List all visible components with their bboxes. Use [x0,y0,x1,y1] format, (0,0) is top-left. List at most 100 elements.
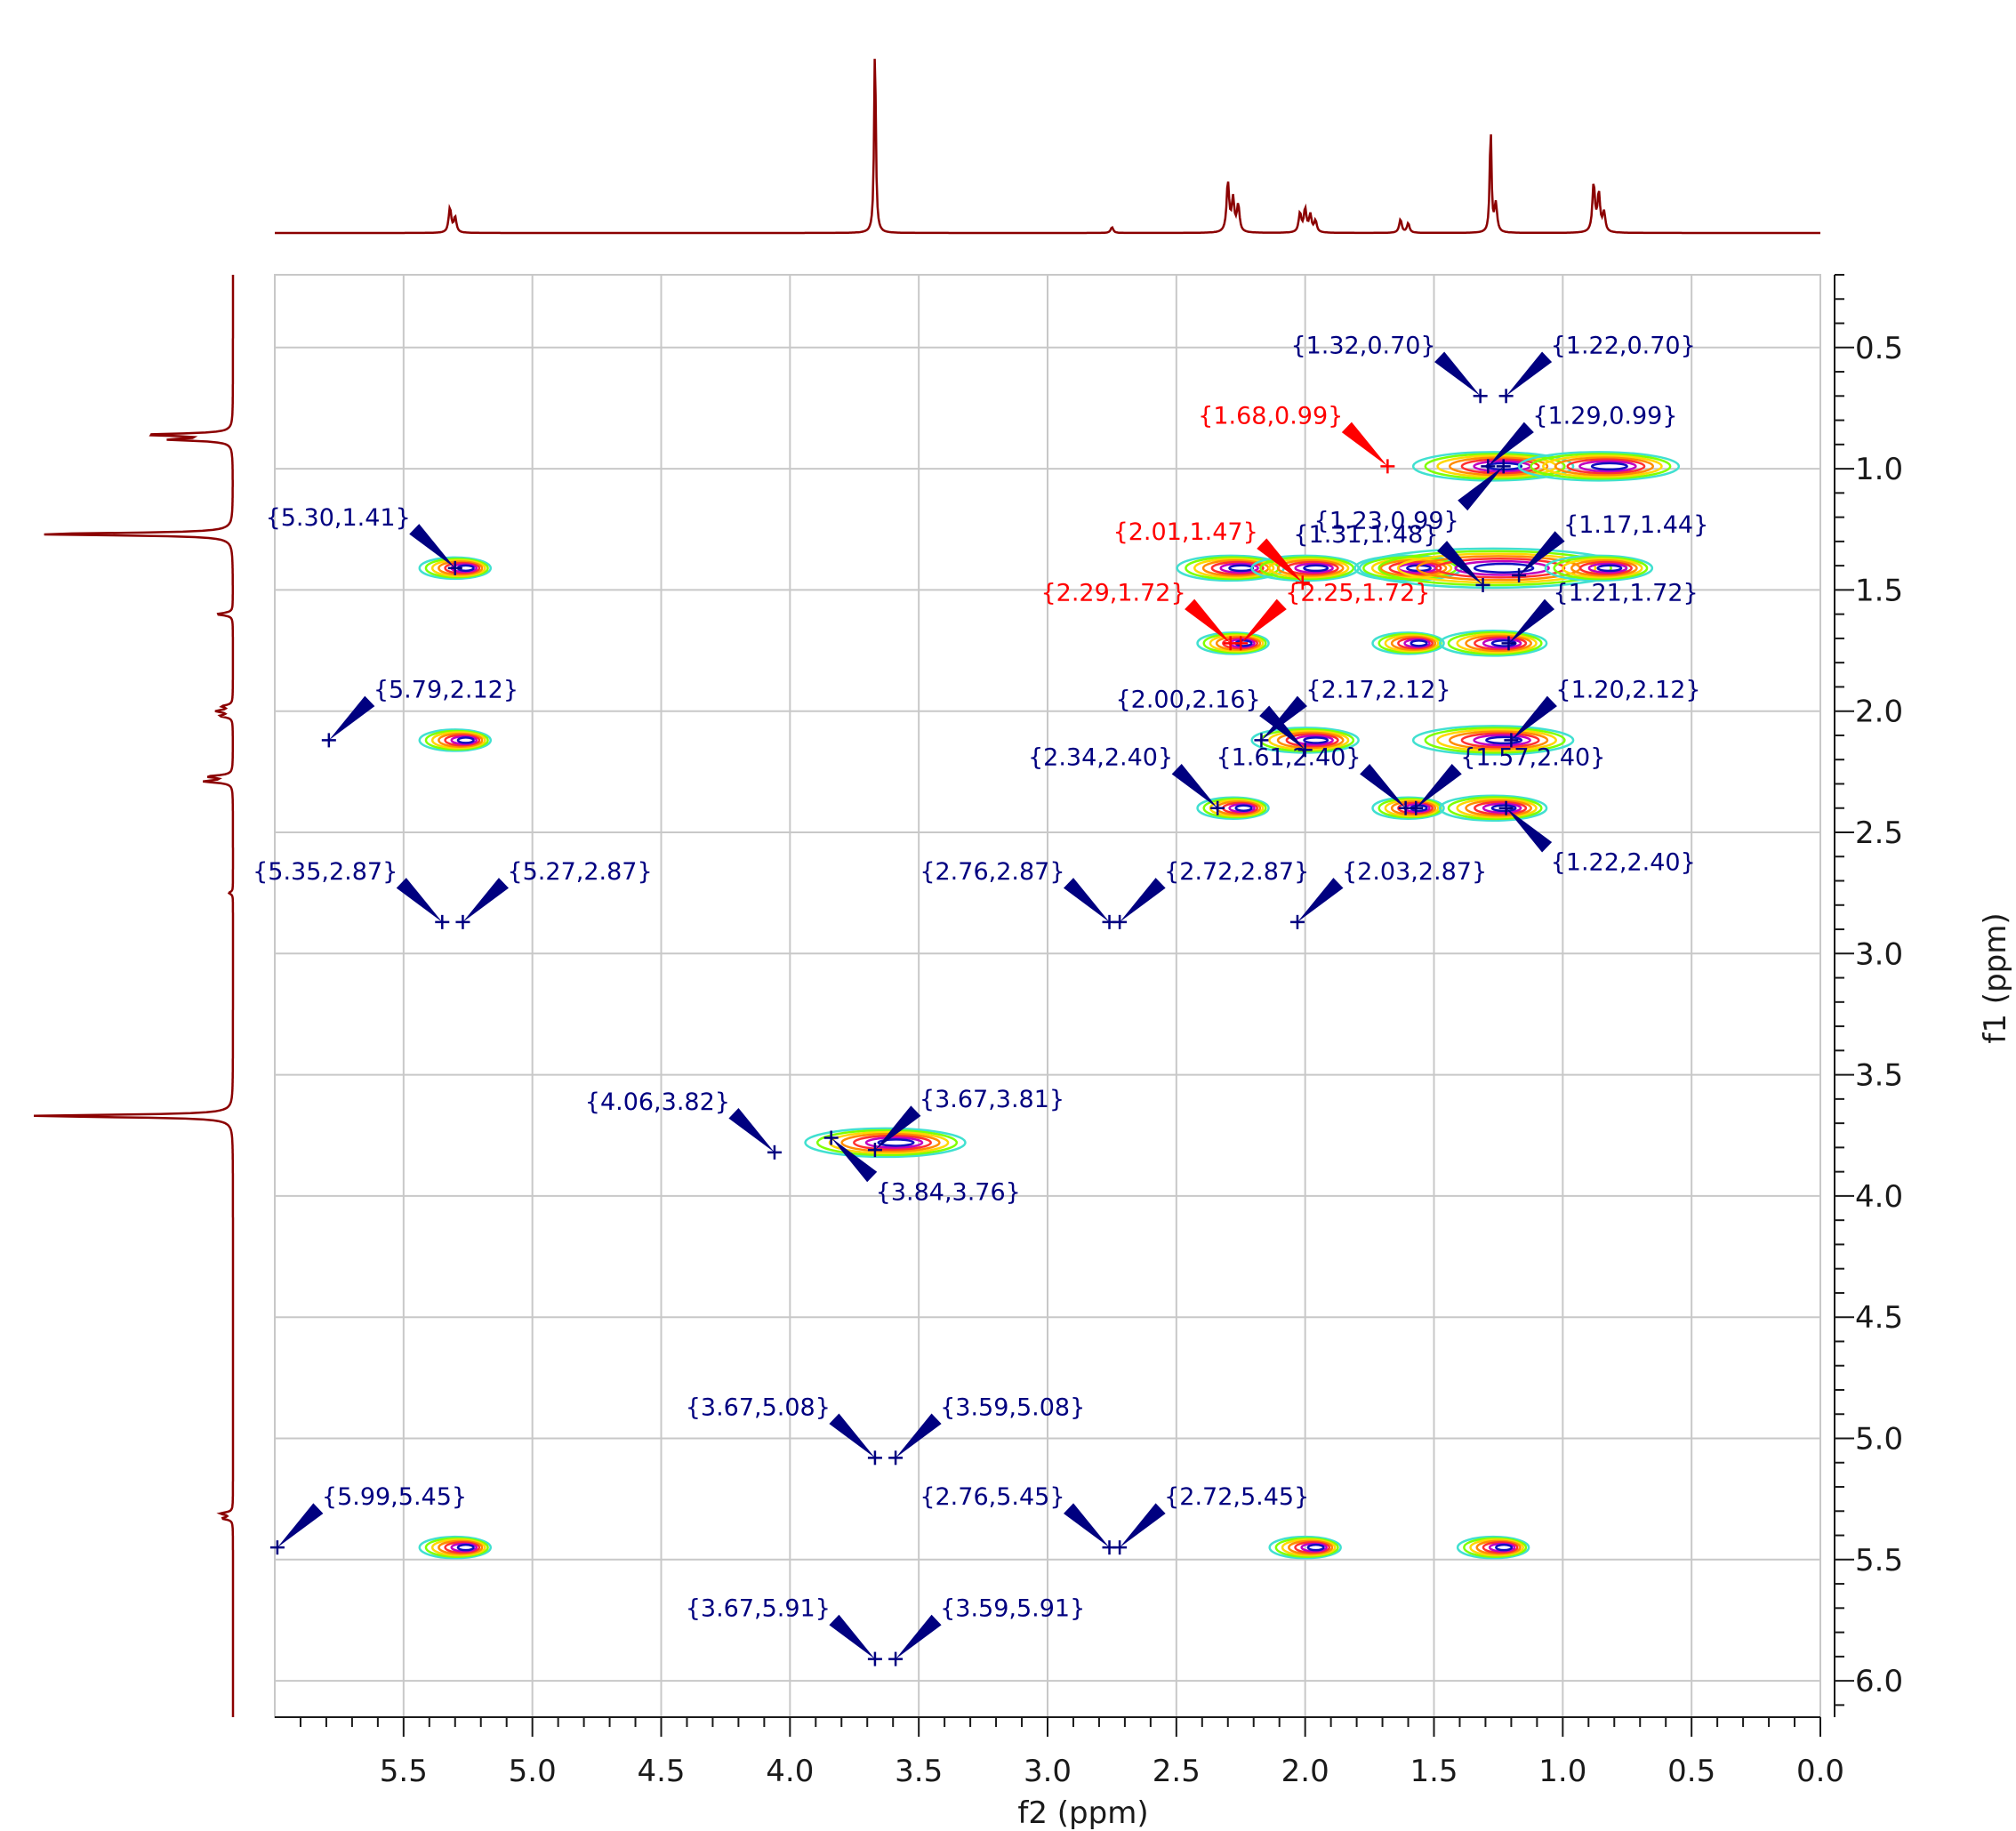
peak-arrow [409,524,455,568]
x-tick-label: 3.5 [895,1754,943,1789]
y-tick-label: 6.0 [1855,1664,1903,1699]
peak-arrow [1257,538,1303,583]
contour-ring [444,734,481,747]
contour-ring [1268,558,1350,579]
peak-arrow [829,1614,875,1659]
contour-ring [1303,564,1329,573]
peak-label: {1.23,0.99} [1314,507,1459,534]
contour-ring [456,736,475,744]
contour-ring [1463,1537,1528,1558]
contour-ring [1434,558,1566,579]
y-tick-label: 5.0 [1855,1422,1903,1458]
peak-label: {4.06,3.82} [585,1088,730,1116]
peak-arrow [829,1413,875,1458]
peak-label: {1.31,1.48} [1293,521,1438,549]
contour-ring [1553,556,1649,581]
contour-ring [1438,630,1548,657]
contour-ring [430,1538,486,1557]
contour-ring [1384,799,1440,817]
contour-ring [1424,453,1566,480]
peak-arrow [1261,695,1307,741]
x-tick-label: 2.5 [1153,1754,1201,1789]
y-tick-label: 3.5 [1855,1058,1903,1094]
peak-arrow [1185,598,1231,644]
contour-ring [1460,732,1540,749]
contour-ring [438,560,484,576]
contour-ring [1473,734,1531,747]
contour-ring [1193,558,1275,579]
contour-ring [1215,635,1262,651]
contour-ring [456,1543,475,1552]
peak-arrow [1063,1503,1110,1548]
contour-ring [1210,560,1265,575]
contour-ring [1202,798,1267,819]
x-tick-label: 3.0 [1024,1754,1072,1789]
contour-ring [430,558,486,577]
contour-ring [1209,634,1265,653]
contour-ring [1276,731,1345,750]
contour-ring [1460,458,1540,475]
y-tick-label: 3.0 [1855,936,1903,972]
contour-ring [1456,798,1538,819]
contour-ring [1390,800,1437,816]
peak-label: {1.29,0.99} [1532,402,1677,430]
contour-ring [1281,1538,1337,1557]
contour-ring [1542,454,1663,478]
contour-ring [1475,1539,1522,1555]
contour-ring [1448,730,1549,751]
contour-ring [1530,453,1672,480]
contour-ring [1388,560,1442,575]
contour-ring [438,732,484,748]
y-axis-title: f1 (ppm) [1978,912,2013,1043]
x-axis-title: f2 (ppm) [1017,1795,1148,1831]
x-tick-label: 2.0 [1281,1754,1329,1789]
contour-ring [1456,632,1538,654]
contour-ring [418,556,493,581]
contour-ring [804,1127,967,1159]
left-projection-trace [33,275,235,1717]
peak-arrow [1360,763,1406,808]
contour-ring [1570,559,1638,577]
contour-ring [1294,562,1334,574]
peak-arrow [1488,422,1534,467]
peak-label: {1.21,1.72} [1554,579,1699,606]
contour-ring [1447,630,1543,655]
y-axis-ticks: 0.5 1.0 1.5 2.0 2.5 3.0 3.5 4.0 4.5 5.0 5.5 6.0 [1835,274,1903,1707]
peak-label: {3.59,5.08} [940,1393,1085,1421]
contour-ring [1562,558,1643,579]
peak-arrow [1506,807,1553,853]
contour-ring [1410,639,1428,647]
peak-arrow [896,1614,942,1659]
contour-ring [1306,1543,1325,1552]
contour-ring [1587,562,1628,574]
peak-label: {5.99,5.45} [322,1483,467,1511]
y-tick-label: 1.0 [1855,452,1903,487]
y-tick-label: 1.5 [1855,573,1903,608]
peak-label: {2.03,2.87} [1342,858,1487,886]
peak-arrow [1171,763,1218,808]
y-tick-label: 4.5 [1855,1300,1903,1336]
contour-ring [1447,796,1543,821]
peak-label: {1.61,2.40} [1216,744,1361,772]
peak-label: {1.22,2.40} [1551,849,1696,877]
y-tick-label: 2.5 [1855,815,1903,851]
contour-ring [815,1128,959,1157]
contour-ring [1209,799,1265,817]
contour-ring [1234,804,1253,812]
contour-ring [1485,735,1523,745]
contour-ring [1465,799,1532,817]
x-tick-label: 4.5 [637,1754,685,1789]
peak-arrow [1437,541,1483,585]
x-tick-label: 1.0 [1538,1754,1586,1789]
contour-ring [1495,1543,1514,1552]
peak-arrow [1259,705,1305,751]
contour-ring [1196,796,1270,820]
contour-ring [1377,550,1612,587]
contour-ring [864,1136,924,1149]
contour-ring [1219,562,1259,574]
contour-ring [1517,451,1681,482]
peak-label: {2.72,2.87} [1164,858,1309,886]
contour-ring [1294,1541,1331,1554]
peak-label: {3.84,3.76} [876,1178,1021,1206]
